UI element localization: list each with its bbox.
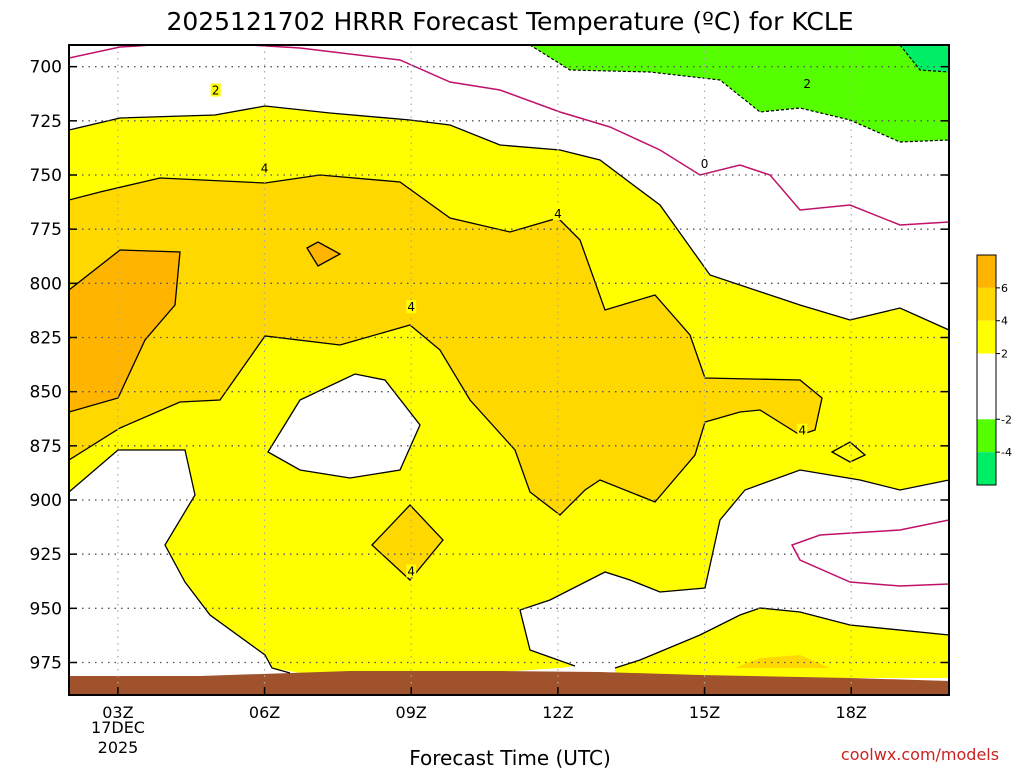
- y-tick-label-925: 925: [30, 545, 62, 565]
- fill-white-hole: [268, 374, 420, 478]
- y-tick-label-975: 975: [30, 654, 62, 674]
- contour-6c: [69, 249, 181, 413]
- colorbar-bin-5: [977, 452, 996, 485]
- contour-label-bg-3: [552, 207, 563, 220]
- colorbar-bin-1: [977, 287, 996, 321]
- contour-label-bg-7: [699, 157, 710, 171]
- date-label-line2: 2025: [98, 738, 139, 757]
- colorbar-bin-0: [977, 255, 996, 288]
- y-tick-label-900: 900: [30, 491, 62, 511]
- date-label-line1: 17DEC: [91, 718, 145, 737]
- contour-label-2: 2: [212, 84, 220, 98]
- colorbar-tick-label--2: -2: [1001, 413, 1012, 426]
- contour-4c-island: [371, 504, 444, 581]
- contour-label-4: 4: [554, 207, 562, 221]
- contour-4c-right-ellipse: [830, 441, 867, 463]
- colorbar-tick-label-4: 4: [1001, 315, 1008, 328]
- chart-title: 2025121702 HRRR Forecast Temperature (ºC…: [166, 7, 853, 36]
- x-tick-label-18Z: 18Z: [836, 703, 867, 722]
- fill-4-to-6-bottom: [735, 655, 830, 668]
- contour-2c-lower: [69, 449, 291, 674]
- contour-label-4: 4: [407, 565, 415, 579]
- contour-4c-b: [69, 324, 801, 516]
- y-tick-label-700: 700: [30, 58, 62, 78]
- colorbar-bin-2: [977, 320, 996, 354]
- contour-neg4c: [899, 45, 949, 73]
- contour-labels: 2 2 4 4 4 4 4 0: [210, 77, 813, 579]
- y-tick-label-950: 950: [30, 599, 62, 619]
- colorbar-frame: [976, 254, 997, 486]
- x-tick-label-09Z: 09Z: [396, 703, 427, 722]
- x-tick-label-06Z: 06Z: [249, 703, 280, 722]
- y-axis: 700 725 750 775 800 825 850 875 900 925 950 975: [30, 58, 949, 674]
- y-tick-label-750: 750: [30, 166, 62, 186]
- contour-neg2c: [529, 45, 949, 143]
- contour-0c-lower: [790, 519, 949, 587]
- fill-6-to-8: [69, 250, 180, 412]
- contour-label-4: 4: [261, 162, 269, 176]
- colorbar-tick-label-2: 2: [1001, 348, 1008, 361]
- colorbar-bin-3: [977, 353, 996, 420]
- x-tick-label-12Z: 12Z: [542, 703, 573, 722]
- contour-label-4: 4: [799, 424, 807, 438]
- fill-neg4-to-neg6: [900, 45, 949, 72]
- contour-4c: [69, 174, 823, 436]
- fill-6-to-8-small: [307, 242, 340, 266]
- y-tick-label-775: 775: [30, 220, 62, 240]
- contour-2c: [69, 105, 949, 331]
- y-tick-label-725: 725: [30, 112, 62, 132]
- contour-label-bg-2: [259, 161, 270, 175]
- colorbar-tick-label-6: 6: [1001, 282, 1008, 295]
- colorbar-tick-label--4: -4: [1001, 446, 1012, 459]
- contour-label-2: 2: [803, 77, 811, 91]
- credit-link[interactable]: coolwx.com/models: [841, 745, 999, 764]
- fill-2-to-4-lower-right: [615, 608, 949, 678]
- x-axis-label: Forecast Time (UTC): [409, 746, 611, 768]
- x-axis: 03Z 06Z 09Z 12Z 15Z 18Z: [102, 687, 867, 722]
- contour-label-bg-1: [802, 77, 813, 90]
- ground-surface: [69, 671, 949, 695]
- contour-2c-white-hole: [267, 373, 421, 479]
- y-tick-label-825: 825: [30, 329, 62, 349]
- y-tick-label-850: 850: [30, 383, 62, 403]
- fill-4-to-6: [69, 175, 822, 515]
- contour-lines: [69, 45, 949, 674]
- fill-neg2-to-neg4: [530, 45, 949, 142]
- colorbar-bin-4: [977, 419, 996, 453]
- contour-label-0: 0: [701, 157, 709, 171]
- x-tick-label-15Z: 15Z: [689, 703, 720, 722]
- contour-label-bg-0: [210, 83, 221, 97]
- temperature-fill-layer: [69, 45, 949, 695]
- y-tick-label-875: 875: [30, 437, 62, 457]
- contour-label-4: 4: [407, 300, 415, 314]
- contour-label-bg-5: [797, 423, 808, 437]
- contour-label-bg-6: [406, 564, 417, 578]
- grid-lines: [69, 45, 949, 695]
- contour-label-bg-4: [406, 300, 417, 314]
- colorbar: 6 4 2 -2 -4: [976, 254, 1012, 486]
- plot-frame: [68, 44, 950, 696]
- y-tick-label-800: 800: [30, 274, 62, 294]
- x-tick-label-03Z: 03Z: [102, 703, 133, 722]
- contour-6c-small: [306, 241, 342, 267]
- contour-2c-lower-right: [614, 607, 949, 669]
